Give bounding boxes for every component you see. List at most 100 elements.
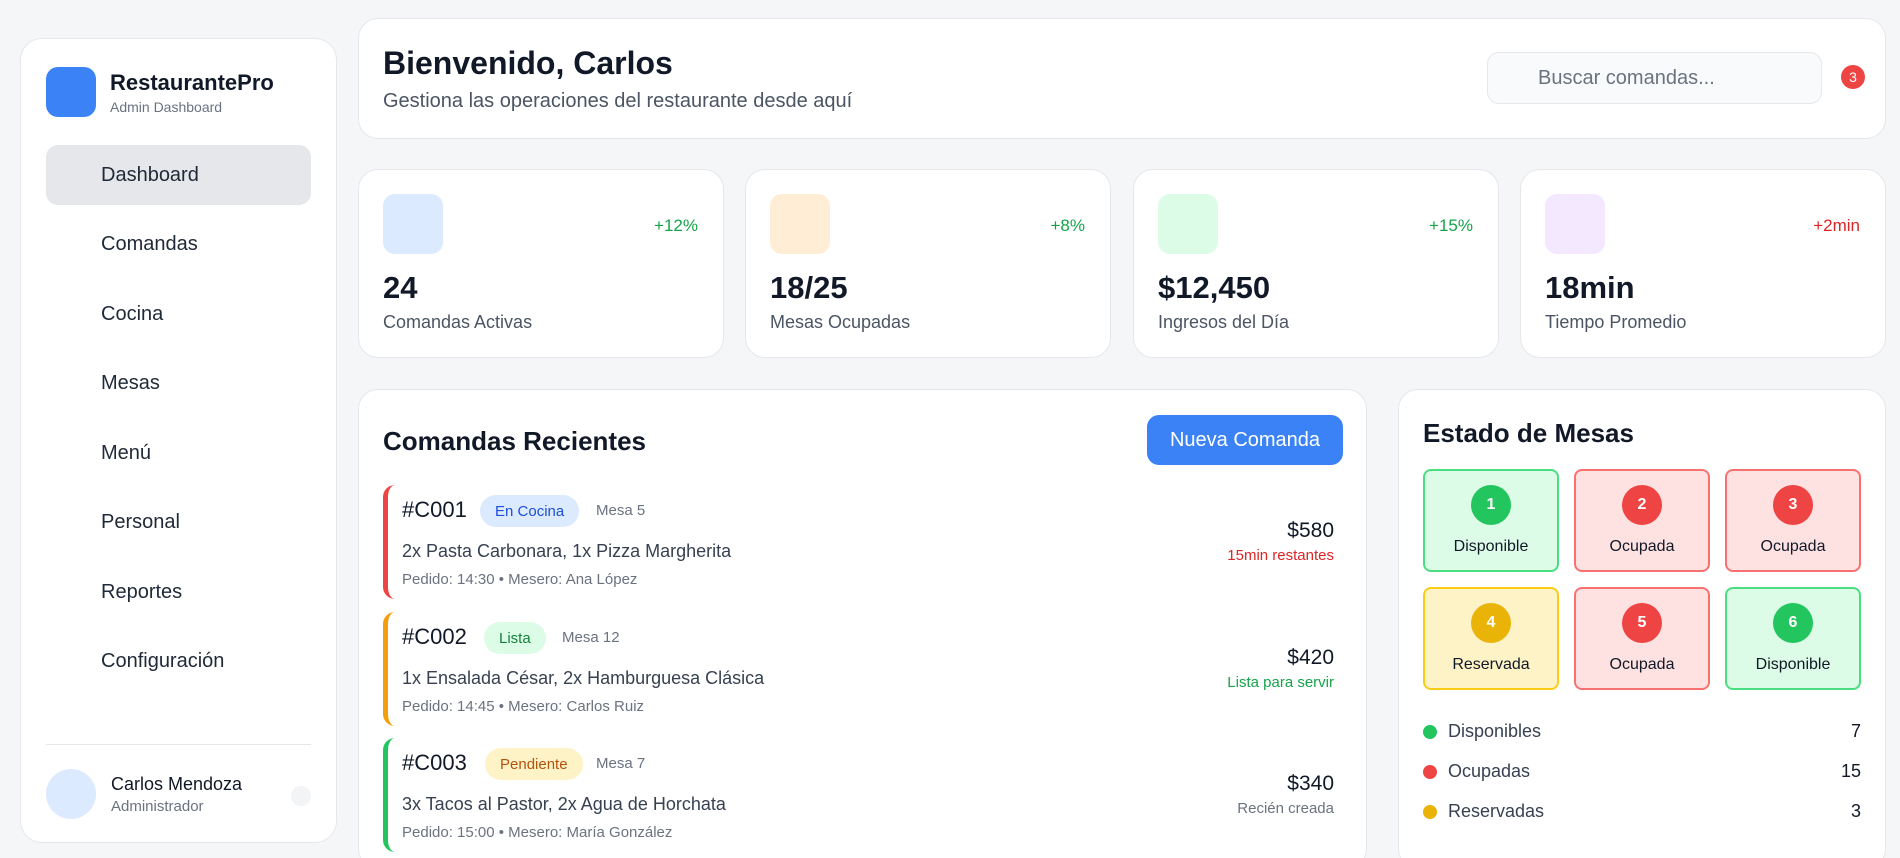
stat-value: 18min [1545,270,1635,305]
user-name: Carlos Mendoza [111,773,243,794]
table-state-label: Disponible [1453,538,1529,555]
table-number: 6 [1773,603,1813,643]
order-total: $580 [1287,519,1334,542]
stat-card-ingresos: +15% $12,450 Ingresos del Día [1133,169,1499,358]
legend-count: 7 [1850,721,1861,741]
order-table: Mesa 5 [596,502,646,519]
legend-available: Disponibles 7 [1423,721,1861,742]
legend-label: Ocupadas [1448,761,1531,781]
avatar [46,769,96,819]
table-state-label: Ocupada [1609,656,1675,673]
status-badge: Lista [484,622,546,654]
new-order-button[interactable]: Nueva Comanda [1147,415,1343,465]
user-profile[interactable]: Carlos Mendoza Administrador [46,769,311,819]
table-number: 2 [1622,485,1662,525]
order-total: $420 [1287,646,1334,669]
table-state-label: Ocupada [1609,538,1675,555]
user-menu-icon[interactable] [291,786,311,806]
order-table: Mesa 7 [596,755,646,772]
stat-change: +12% [654,216,698,235]
legend-count: 15 [1840,761,1861,781]
search-placeholder: Buscar comandas... [1538,66,1715,89]
sidebar: RestaurantePro Admin Dashboard Dashboard… [20,38,337,843]
table-status-panel: Estado de Mesas 1 Disponible 2 Ocupada 3… [1398,389,1886,858]
sidebar-item-mesas[interactable]: Mesas [101,372,160,394]
table-tile[interactable]: 4 Reservada [1423,587,1559,690]
sidebar-item-reportes[interactable]: Reportes [101,580,183,603]
table-state-label: Reservada [1452,656,1530,673]
table-state-label: Ocupada [1760,538,1826,555]
status-badge: Pendiente [485,748,583,780]
order-meta: Pedido: 14:45 • Mesero: Carlos Ruiz [402,698,645,715]
stat-label: Tiempo Promedio [1545,312,1687,332]
table-tile[interactable]: 3 Ocupada [1725,469,1861,572]
revenue-icon [1158,194,1218,254]
table-number: 3 [1773,485,1813,525]
stat-change: +8% [1050,216,1086,235]
order-items: 2x Pasta Carbonara, 1x Pizza Margherita [402,541,732,561]
table-tile[interactable]: 5 Ocupada [1574,587,1710,690]
order-eta: Recién creada [1237,800,1334,817]
table-status-title: Estado de Mesas [1423,418,1634,448]
header: Bienvenido, Carlos Gestiona las operacio… [358,18,1886,139]
order-items: 3x Tacos al Pastor, 2x Agua de Horchata [402,794,726,814]
sidebar-item-personal[interactable]: Personal [101,511,180,533]
table-number: 1 [1471,485,1511,525]
order-total: $340 [1287,772,1334,795]
stat-value: 18/25 [770,270,848,305]
sidebar-item-configuracion[interactable]: Configuración [101,650,225,672]
sidebar-item-comandas[interactable]: Comandas [101,233,198,255]
stat-value: 24 [383,270,418,305]
legend-dot [1423,724,1437,739]
order-card[interactable]: #C002 Lista Mesa 12 1x Ensalada César, 2… [383,612,1344,726]
table-tile[interactable]: 1 Disponible [1423,469,1559,572]
sidebar-item-cocina[interactable]: Cocina [101,302,164,325]
page-subtitle: Gestiona las operaciones del restaurante… [383,90,853,112]
table-tile[interactable]: 6 Disponible [1725,587,1861,690]
stat-change: +15% [1429,216,1473,235]
legend-occupied: Ocupadas 15 [1423,761,1861,782]
brand-logo [46,67,96,117]
page-title: Bienvenido, Carlos [383,45,673,81]
order-eta: 15min restantes [1227,547,1334,564]
legend-label: Disponibles [1448,721,1542,741]
recent-orders-panel: Comandas Recientes Nueva Comanda #C001 E… [358,389,1367,858]
order-items: 1x Ensalada César, 2x Hamburguesa Clásic… [402,668,765,688]
legend-reserved: Reservadas 3 [1423,801,1861,822]
legend-dot [1423,804,1437,819]
stat-card-comandas: +12% 24 Comandas Activas [358,169,724,358]
recent-orders-title: Comandas Recientes [383,426,646,456]
sidebar-divider [46,744,311,745]
user-role: Administrador [111,797,204,815]
sidebar-item-menu[interactable]: Menú [101,441,152,464]
order-meta: Pedido: 14:30 • Mesero: Ana López [402,571,638,588]
search-input[interactable]: Buscar comandas... [1487,52,1822,104]
table-tile[interactable]: 2 Ocupada [1574,469,1710,572]
legend-label: Reservadas [1448,801,1545,821]
brand-subtitle: Admin Dashboard [110,98,223,115]
legend-count: 3 [1850,801,1861,821]
order-id: #C002 [402,624,467,649]
stat-label: Comandas Activas [383,312,533,332]
tables-icon [770,194,830,254]
notifications-button[interactable]: 3 [1841,65,1865,89]
order-id: #C001 [402,497,467,522]
stat-label: Mesas Ocupadas [770,312,911,332]
order-eta: Lista para servir [1227,674,1334,691]
stat-label: Ingresos del Día [1158,312,1290,332]
clock-icon [1545,194,1605,254]
stat-card-mesas: +8% 18/25 Mesas Ocupadas [745,169,1111,358]
order-id: #C003 [402,750,467,775]
brand-name: RestaurantePro [110,69,274,95]
legend-dot [1423,764,1437,779]
sidebar-item-dashboard[interactable]: Dashboard [46,145,311,205]
stat-change: +2min [1813,216,1860,235]
order-card[interactable]: #C001 En Cocina Mesa 5 2x Pasta Carbonar… [383,485,1344,599]
brand: RestaurantePro Admin Dashboard [46,67,311,117]
order-card[interactable]: #C003 Pendiente Mesa 7 3x Tacos al Pasto… [383,738,1344,852]
stat-value: $12,450 [1158,270,1271,305]
order-table: Mesa 12 [562,629,620,646]
table-number: 4 [1471,603,1511,643]
notification-badge: 3 [1841,65,1865,89]
stat-card-tiempo: +2min 18min Tiempo Promedio [1520,169,1886,358]
